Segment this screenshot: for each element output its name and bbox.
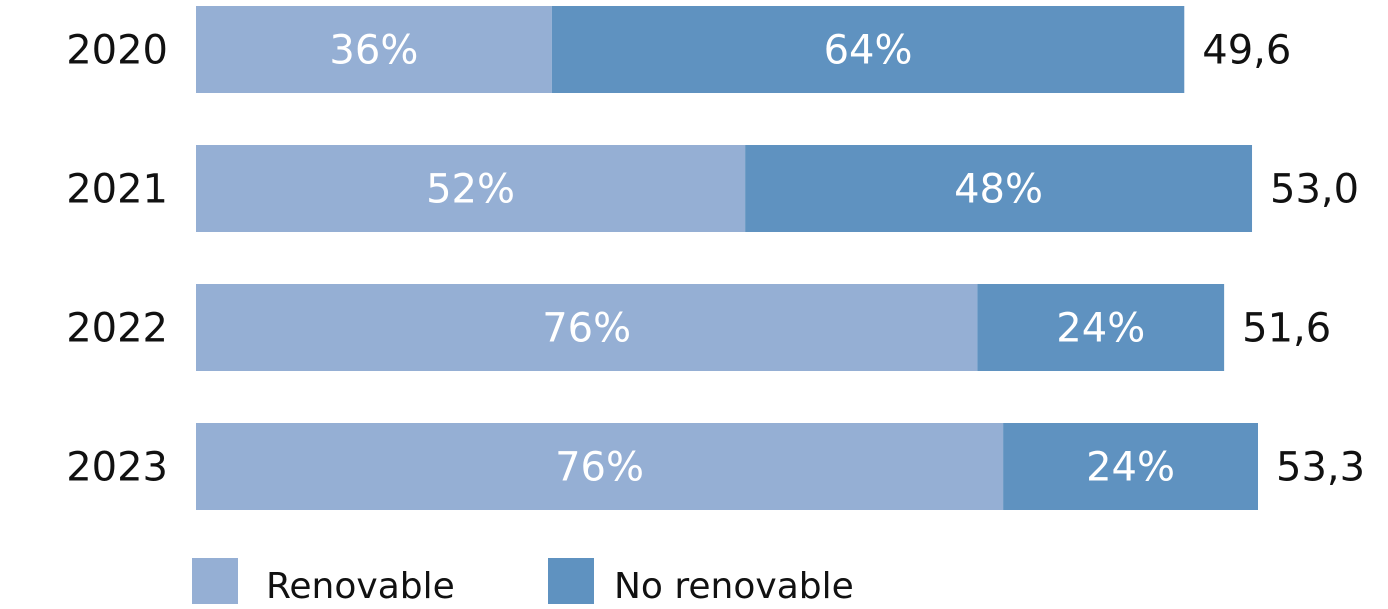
bar-segment-2022-no-renovable <box>977 284 1225 371</box>
total-label-2021: 53,0 <box>1270 167 1359 213</box>
bar-segment-2023-no-renovable <box>1003 423 1258 510</box>
legend-swatch-renovable <box>192 558 238 604</box>
legend-swatch-no-renovable <box>548 558 594 604</box>
data-label-2023-renovable: 76% <box>555 445 644 491</box>
data-label-2023-no-renovable: 24% <box>1086 445 1175 491</box>
legend-label-no-renovable: No renovable <box>614 566 854 607</box>
total-label-2023: 53,3 <box>1276 445 1365 491</box>
category-label-2020: 2020 <box>66 28 168 74</box>
data-label-2020-no-renovable: 64% <box>824 28 913 74</box>
total-label-2022: 51,6 <box>1242 306 1331 352</box>
category-label-2021: 2021 <box>66 167 168 213</box>
category-label-2022: 2022 <box>66 306 168 352</box>
total-label-2020: 49,6 <box>1202 28 1291 74</box>
bar-segment-2021-no-renovable <box>745 145 1253 232</box>
bar-segment-2022-renovable <box>196 284 978 371</box>
bar-segment-2021-renovable <box>196 145 746 232</box>
legend-label-renovable: Renovable <box>266 566 455 607</box>
category-label-2023: 2023 <box>66 445 168 491</box>
bar-segment-2020-renovable <box>196 6 552 93</box>
data-label-2021-no-renovable: 48% <box>954 167 1043 213</box>
data-label-2022-no-renovable: 24% <box>1056 306 1145 352</box>
bars-layer: 2020 36% 64% 49,6 2021 52% 48% 53,0 2022 76% 24% 51… <box>66 6 1365 510</box>
data-label-2021-renovable: 52% <box>426 167 515 213</box>
bar-segment-2023-renovable <box>196 423 1004 510</box>
data-label-2022-renovable: 76% <box>542 306 631 352</box>
bar-segment-2020-no-renovable <box>551 6 1185 93</box>
data-label-2020-renovable: 36% <box>329 28 418 74</box>
legend: Renovable No renovable <box>192 558 854 607</box>
